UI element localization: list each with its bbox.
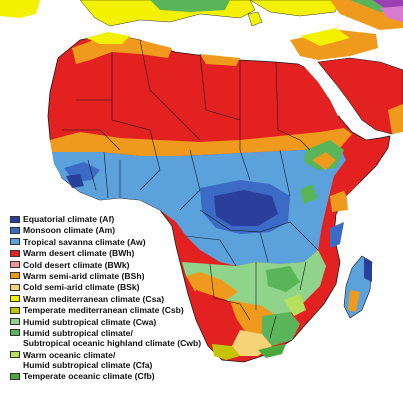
legend-swatch bbox=[10, 295, 20, 303]
legend-label: Temperate oceanic climate (Cfb) bbox=[23, 371, 155, 382]
legend-swatch bbox=[10, 372, 20, 380]
north-coast-region bbox=[72, 28, 378, 66]
arabian-peninsula bbox=[300, 57, 403, 135]
legend-swatch bbox=[10, 351, 20, 358]
legend-item: Warm desert climate (BWh) bbox=[10, 248, 260, 258]
legend-item: Cold desert climate (BWk) bbox=[10, 260, 260, 270]
legend-label: Humid subtropical climate/ Subtropical o… bbox=[23, 327, 202, 349]
legend-swatch bbox=[10, 329, 20, 337]
east-highlands bbox=[300, 140, 360, 212]
legend-item: Temperate mediterranean climate (Csb) bbox=[10, 305, 260, 315]
legend-label: Cold desert climate (BWk) bbox=[23, 259, 130, 270]
legend-item: Humid subtropical climate (Cwa) bbox=[10, 317, 260, 327]
country-borders bbox=[62, 39, 319, 339]
legend-label: Temperate mediterranean climate (Csb) bbox=[23, 305, 184, 316]
legend-label: Warm mediterranean climate (Csa) bbox=[23, 293, 165, 304]
legend-swatch bbox=[10, 238, 20, 246]
legend-swatch bbox=[10, 318, 20, 326]
red-sea bbox=[300, 62, 344, 116]
madagascar bbox=[343, 255, 373, 319]
legend-label: Warm semi-arid climate (BSh) bbox=[23, 270, 145, 281]
legend-item: Cold semi-arid climate (BSk) bbox=[10, 282, 260, 292]
sahel-band bbox=[50, 128, 352, 156]
legend-item: Tropical savanna climate (Aw) bbox=[10, 237, 260, 247]
legend-swatch bbox=[10, 272, 20, 280]
legend-item: Humid subtropical climate/ Subtropical o… bbox=[10, 328, 260, 348]
legend-swatch bbox=[10, 261, 20, 269]
legend-label: Monsoon climate (Am) bbox=[23, 225, 116, 236]
legend-label: Tropical savanna climate (Aw) bbox=[23, 236, 146, 247]
legend-item: Warm semi-arid climate (BSh) bbox=[10, 271, 260, 281]
legend-item: Monsoon climate (Am) bbox=[10, 225, 260, 235]
legend-label: Warm oceanic climate/ Humid subtropical … bbox=[23, 349, 153, 370]
legend-swatch bbox=[10, 215, 20, 223]
legend: Equatorial climate (Af) Monsoon climate (… bbox=[10, 214, 260, 382]
legend-label: Equatorial climate (Af) bbox=[23, 214, 115, 224]
cold-zone-pink bbox=[380, 6, 403, 22]
legend-swatch bbox=[10, 249, 20, 257]
legend-swatch bbox=[10, 226, 20, 234]
legend-item: Temperate oceanic climate (Cfb) bbox=[10, 371, 260, 381]
legend-item: Equatorial climate (Af) bbox=[10, 214, 260, 224]
equatorial-region bbox=[64, 162, 344, 248]
legend-swatch bbox=[10, 283, 20, 291]
legend-item: Warm mediterranean climate (Csa) bbox=[10, 294, 260, 304]
legend-label: Cold semi-arid climate (BSk) bbox=[23, 282, 140, 293]
legend-label: Humid subtropical climate (Cwa) bbox=[23, 316, 157, 327]
europe-region bbox=[0, 0, 403, 30]
legend-item: Warm oceanic climate/ Humid subtropical … bbox=[10, 350, 260, 370]
southern-africa bbox=[182, 250, 326, 360]
legend-swatch bbox=[10, 306, 20, 314]
tropical-savanna-region bbox=[52, 148, 346, 266]
legend-label: Warm desert climate (BWh) bbox=[23, 248, 135, 259]
